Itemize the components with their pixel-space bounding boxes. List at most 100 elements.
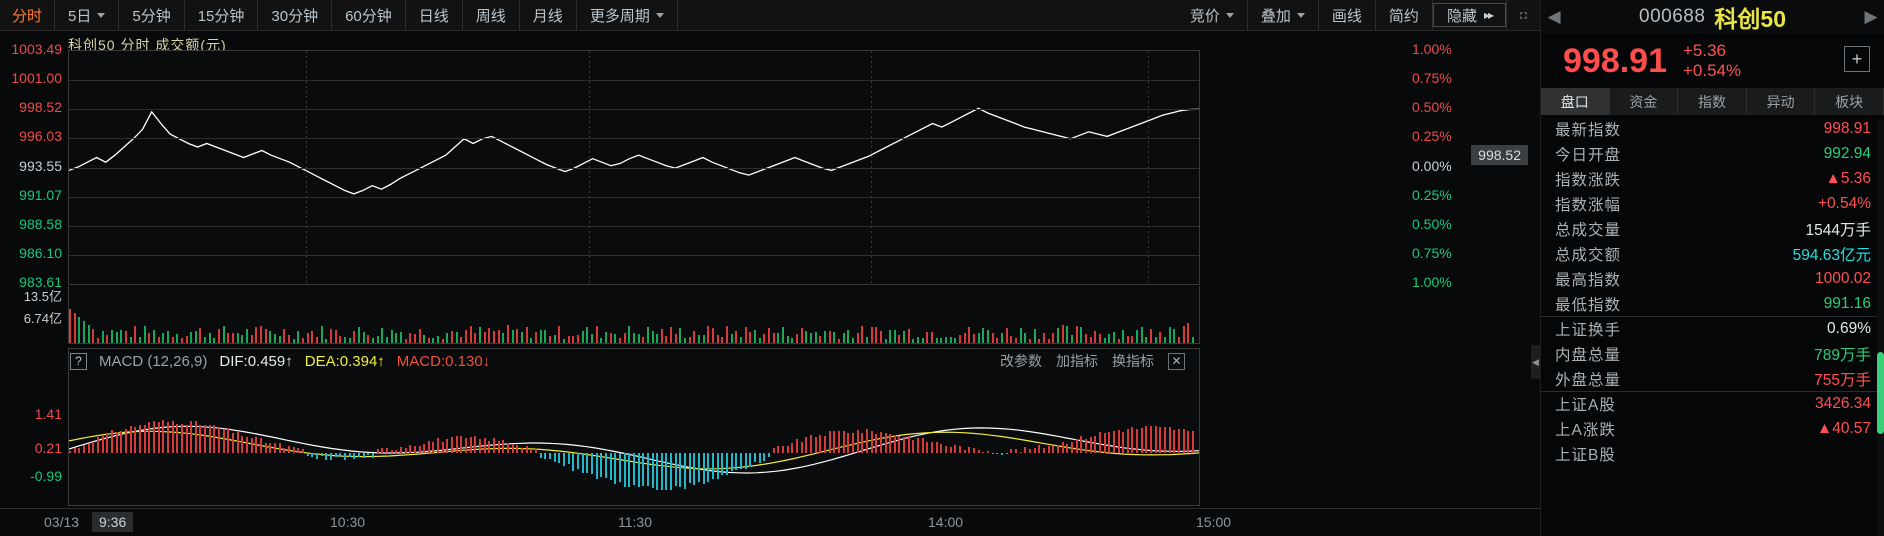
volume-bar — [288, 335, 291, 343]
volume-bar — [665, 335, 668, 343]
volume-bar — [278, 336, 281, 343]
macd-histogram-bar — [232, 432, 235, 453]
volume-bar — [208, 332, 211, 343]
toolbar-spacer — [678, 0, 1177, 30]
volume-bar — [204, 337, 207, 343]
volume-bar — [856, 332, 859, 343]
tool-button-2[interactable]: 叠加 — [1248, 0, 1319, 30]
macd-histogram-bar — [931, 441, 934, 453]
panel-collapse-handle[interactable]: ◀ — [1531, 345, 1540, 379]
quote-row-label: 指数涨跌 — [1555, 171, 1622, 189]
panel-scrollbar-thumb[interactable] — [1877, 352, 1884, 434]
percent-axis-right: 998.52 1.00% 0.75% 0.50% 0.25% 0.00% 0.25% 0.5… — [1408, 41, 1528, 290]
period-tab-4[interactable]: 15分钟 — [185, 0, 259, 30]
volume-bar — [166, 331, 169, 343]
volume-bar — [362, 332, 365, 343]
tab-label: 指数 — [1697, 93, 1726, 110]
macd-histogram-bar — [781, 445, 784, 453]
tab-3[interactable]: 指数 — [1678, 88, 1747, 115]
period-tab-5[interactable]: 30分钟 — [258, 0, 333, 30]
volume-bar — [255, 326, 258, 343]
period-tab-2[interactable]: 5日 — [55, 0, 120, 30]
volume-bar — [348, 337, 351, 343]
fullscreen-icon[interactable] — [1506, 0, 1540, 30]
next-stock-icon[interactable]: ▶ — [1864, 7, 1878, 26]
volume-bar — [1052, 333, 1055, 343]
volume-bar — [996, 337, 999, 343]
tab-1[interactable]: 盘口 — [1541, 88, 1610, 115]
macd-histogram-bar — [82, 444, 85, 453]
double-chevron-right-icon: ▸▸ — [1483, 8, 1494, 22]
volume-bar — [754, 330, 757, 343]
macd-histogram-bar — [362, 453, 365, 459]
tab-5[interactable]: 板块 — [1815, 88, 1884, 115]
volume-bar — [768, 328, 770, 343]
volume-bar — [260, 326, 263, 343]
volume-pane: 13.5亿 6.74亿 — [0, 286, 1540, 346]
period-tab-3[interactable]: 5分钟 — [119, 0, 185, 30]
change-params-button[interactable]: 改参数 — [1000, 353, 1042, 369]
tool-button-1[interactable]: 竞价 — [1177, 0, 1248, 30]
macd-histogram-bar — [115, 432, 118, 453]
macd-histogram-bar — [69, 450, 71, 453]
volume-bar — [385, 336, 388, 343]
tool-button-label: 简约 — [1388, 7, 1419, 25]
tool-button-4[interactable]: 简约 — [1376, 0, 1433, 30]
macd-histogram-bar — [1019, 451, 1022, 453]
macd-histogram-bar — [935, 441, 938, 453]
period-tab-10[interactable]: 更多周期 — [577, 0, 678, 30]
macd-histogram-bar — [483, 437, 486, 453]
close-icon[interactable]: ✕ — [1168, 352, 1185, 370]
tool-button-3[interactable]: 画线 — [1319, 0, 1376, 30]
volume-bar — [376, 335, 379, 343]
volume-bar — [297, 330, 300, 343]
macd-histogram-bar — [413, 445, 416, 453]
percent-axis-label: 0.50% — [1412, 99, 1452, 115]
macd-histogram-bar — [991, 453, 994, 454]
volume-bar — [744, 327, 747, 343]
macd-histogram-bar — [404, 447, 407, 453]
quote-row-label: 上A涨跌 — [1555, 421, 1616, 439]
volume-bar — [302, 337, 304, 343]
macd-histogram-bar — [1145, 426, 1148, 453]
macd-histogram-bar — [246, 436, 249, 453]
volume-bar — [977, 332, 980, 343]
prev-stock-icon[interactable]: ◀ — [1547, 7, 1561, 26]
macd-histogram-bar — [693, 453, 696, 486]
price-chart: 科创50 分时 成交额(元) 1003.49 1001.00 998.52 996.0… — [0, 31, 1540, 290]
period-tab-1[interactable]: 分时 — [0, 0, 56, 30]
volume-bar — [69, 309, 71, 343]
macd-histogram-bar — [889, 434, 892, 453]
period-tab-8[interactable]: 周线 — [463, 0, 520, 30]
macd-histogram-bar — [297, 447, 300, 453]
period-tab-7[interactable]: 日线 — [406, 0, 463, 30]
add-indicator-button[interactable]: 加指标 — [1056, 353, 1098, 369]
price-plot-area[interactable] — [68, 50, 1200, 285]
macd-histogram-bar — [525, 446, 528, 453]
volume-bar — [1126, 335, 1129, 343]
tab-2[interactable]: 资金 — [1610, 88, 1679, 115]
volume-plot-area[interactable] — [68, 286, 1200, 344]
volume-bar — [1001, 333, 1003, 343]
period-tab-9[interactable]: 月线 — [520, 0, 577, 30]
macd-histogram-bar — [1038, 444, 1041, 453]
macd-histogram-bar — [674, 453, 677, 487]
macd-histogram-bar — [809, 434, 812, 453]
macd-histogram-bar — [726, 453, 729, 476]
macd-histogram-bar — [208, 425, 211, 453]
macd-histogram-bar — [1066, 443, 1069, 453]
macd-histogram-bar — [875, 433, 878, 453]
gridline-h — [69, 197, 1199, 198]
add-to-watchlist-icon[interactable]: + — [1844, 46, 1870, 72]
quote-row-value: 0.69% — [1827, 320, 1871, 337]
period-tab-6[interactable]: 60分钟 — [332, 0, 406, 30]
panel-tabs: 盘口 资金 指数 异动 板块 — [1541, 88, 1884, 115]
switch-indicator-button[interactable]: 换指标 — [1112, 353, 1154, 369]
tool-button-5[interactable]: 隐藏 ▸▸ — [1432, 3, 1506, 27]
macd-plot-area[interactable] — [68, 348, 1200, 506]
panel-scrollbar-track[interactable] — [1877, 120, 1884, 536]
volume-bar — [455, 331, 458, 343]
tab-4[interactable]: 异动 — [1747, 88, 1816, 115]
help-icon[interactable]: ? — [70, 352, 87, 370]
volume-bar — [292, 338, 295, 343]
